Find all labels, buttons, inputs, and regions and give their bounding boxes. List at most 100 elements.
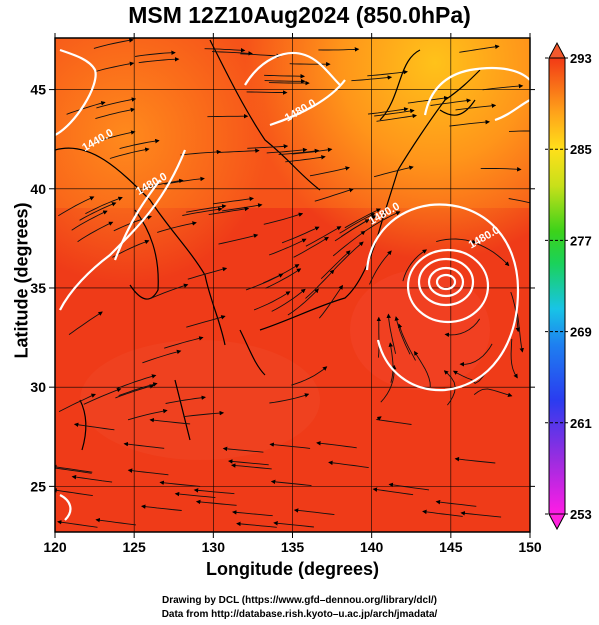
streamline bbox=[339, 213, 376, 234]
streamline bbox=[388, 342, 394, 383]
streamline bbox=[460, 511, 502, 518]
streamline bbox=[138, 56, 180, 64]
y-tick-label: 30 bbox=[30, 379, 46, 395]
credit-drawing: Drawing by DCL (https://www.gfd–dennou.o… bbox=[161, 595, 437, 606]
streamline bbox=[444, 318, 481, 337]
streamline bbox=[344, 208, 381, 229]
streamline bbox=[159, 480, 201, 487]
streamline bbox=[273, 521, 314, 528]
streamline bbox=[414, 350, 431, 388]
streamline bbox=[265, 268, 302, 289]
streamline bbox=[204, 48, 246, 53]
credit-data: Data from http://database.rish.kyoto–u.a… bbox=[161, 609, 438, 620]
streamline bbox=[341, 215, 377, 237]
streamline bbox=[318, 47, 360, 52]
streamline bbox=[95, 517, 136, 526]
streamline bbox=[180, 149, 222, 156]
streamline bbox=[193, 488, 235, 495]
streamline bbox=[281, 226, 320, 244]
streamline bbox=[127, 408, 168, 421]
streamline bbox=[269, 442, 311, 449]
streamline bbox=[435, 499, 477, 507]
streamline bbox=[68, 311, 103, 335]
streamline bbox=[271, 288, 306, 312]
colorbar-scale bbox=[548, 57, 566, 515]
streamline bbox=[376, 316, 382, 358]
streamline bbox=[119, 138, 160, 150]
streamline bbox=[291, 147, 333, 155]
streamline bbox=[66, 101, 106, 115]
streamline bbox=[367, 69, 408, 77]
colorbar-tick-label: 269 bbox=[570, 325, 592, 340]
streamline bbox=[328, 460, 369, 469]
streamline bbox=[95, 130, 136, 143]
geopotential-contours bbox=[55, 48, 530, 521]
colorbar: 253 261 269 277 285 293 bbox=[545, 41, 592, 531]
streamline bbox=[95, 107, 136, 120]
streamline bbox=[264, 79, 306, 84]
streamline bbox=[207, 113, 249, 119]
streamline bbox=[293, 236, 329, 258]
streamline bbox=[459, 343, 493, 367]
streamline bbox=[287, 288, 319, 316]
streamline bbox=[482, 83, 524, 91]
x-axis-label: Longitude (degrees) bbox=[205, 559, 379, 579]
streamline bbox=[164, 176, 205, 185]
streamline bbox=[135, 50, 176, 57]
streamline bbox=[480, 167, 522, 172]
streamline bbox=[123, 441, 165, 449]
streamline bbox=[141, 504, 182, 511]
streamline bbox=[305, 269, 335, 299]
streamline bbox=[228, 459, 269, 466]
streamline bbox=[369, 250, 392, 285]
colorbar-tick-label: 277 bbox=[570, 233, 592, 248]
streamline bbox=[77, 221, 114, 243]
streamline bbox=[452, 370, 486, 384]
streamline bbox=[397, 323, 416, 361]
streamline bbox=[291, 366, 328, 386]
streamline bbox=[55, 465, 92, 474]
streamline bbox=[186, 204, 227, 213]
streamline bbox=[115, 384, 155, 399]
streamline bbox=[71, 474, 113, 483]
streamline bbox=[213, 196, 254, 205]
streamline bbox=[510, 338, 518, 379]
streamline bbox=[117, 374, 157, 389]
streamline bbox=[211, 51, 253, 56]
streamline bbox=[380, 364, 397, 403]
streamline bbox=[443, 370, 456, 406]
streamline bbox=[58, 393, 96, 413]
streamline bbox=[208, 206, 250, 216]
streamline bbox=[278, 148, 320, 156]
colorbar-min-arrow bbox=[548, 513, 566, 531]
x-axis-ticks: 120 125 130 135 140 145 150 bbox=[43, 33, 542, 555]
streamline bbox=[165, 395, 206, 404]
streamline bbox=[143, 178, 184, 189]
streamline bbox=[285, 155, 326, 163]
streamline bbox=[253, 291, 291, 311]
streamline bbox=[246, 90, 288, 95]
chart-title: MSM 12Z10Aug2024 (850.0hPa) bbox=[128, 2, 471, 28]
streamline bbox=[266, 147, 308, 154]
streamline bbox=[436, 238, 477, 244]
x-tick-label: 120 bbox=[43, 539, 67, 555]
streamline bbox=[93, 38, 134, 49]
streamline bbox=[332, 230, 366, 257]
streamline bbox=[231, 463, 272, 470]
streamline bbox=[195, 499, 237, 506]
streamline bbox=[430, 98, 472, 106]
streamline bbox=[455, 103, 497, 111]
colorbar-tick-label: 261 bbox=[570, 416, 592, 431]
colorbar-tick-label: 253 bbox=[570, 507, 592, 522]
streamline bbox=[85, 196, 123, 215]
streamline bbox=[240, 53, 282, 59]
streamline bbox=[127, 468, 169, 476]
graticule bbox=[55, 38, 530, 532]
x-tick-label: 130 bbox=[202, 539, 226, 555]
streamline bbox=[245, 273, 284, 291]
streamline bbox=[320, 250, 351, 280]
streamline bbox=[94, 61, 135, 73]
streamline bbox=[142, 349, 182, 364]
colorbar-tick-label: 293 bbox=[570, 51, 592, 66]
